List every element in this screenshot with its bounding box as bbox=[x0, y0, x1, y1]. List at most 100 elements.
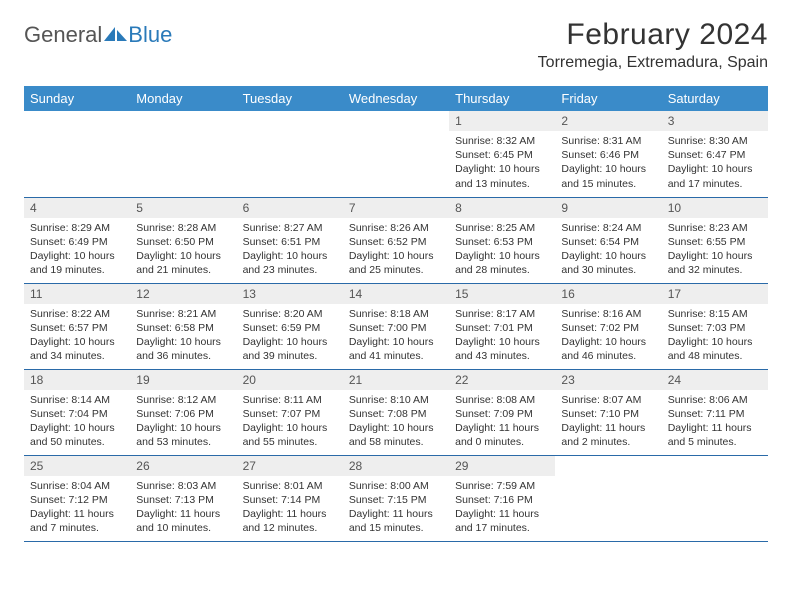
day-details: Sunrise: 8:26 AMSunset: 6:52 PMDaylight:… bbox=[343, 218, 449, 282]
day-number bbox=[343, 111, 449, 131]
day-details: Sunrise: 8:16 AMSunset: 7:02 PMDaylight:… bbox=[555, 304, 661, 368]
calendar-body: 1Sunrise: 8:32 AMSunset: 6:45 PMDaylight… bbox=[24, 111, 768, 541]
day-details: Sunrise: 8:25 AMSunset: 6:53 PMDaylight:… bbox=[449, 218, 555, 282]
day-number: 21 bbox=[343, 370, 449, 390]
day-number: 25 bbox=[24, 456, 130, 476]
day-details: Sunrise: 8:01 AMSunset: 7:14 PMDaylight:… bbox=[237, 476, 343, 540]
day-number: 29 bbox=[449, 456, 555, 476]
day-details: Sunrise: 8:23 AMSunset: 6:55 PMDaylight:… bbox=[662, 218, 768, 282]
logo-text-b: Blue bbox=[128, 22, 172, 48]
day-number: 23 bbox=[555, 370, 661, 390]
day-details: Sunrise: 8:31 AMSunset: 6:46 PMDaylight:… bbox=[555, 131, 661, 195]
title-block: February 2024 Torremegia, Extremadura, S… bbox=[538, 18, 768, 72]
day-number: 28 bbox=[343, 456, 449, 476]
day-number: 17 bbox=[662, 284, 768, 304]
calendar-cell: 12Sunrise: 8:21 AMSunset: 6:58 PMDayligh… bbox=[130, 283, 236, 369]
calendar-cell: 26Sunrise: 8:03 AMSunset: 7:13 PMDayligh… bbox=[130, 455, 236, 541]
day-number: 6 bbox=[237, 198, 343, 218]
calendar-cell: 21Sunrise: 8:10 AMSunset: 7:08 PMDayligh… bbox=[343, 369, 449, 455]
weekday-header: Friday bbox=[555, 86, 661, 111]
calendar-cell: 29Sunrise: 7:59 AMSunset: 7:16 PMDayligh… bbox=[449, 455, 555, 541]
day-number: 3 bbox=[662, 111, 768, 131]
day-details: Sunrise: 8:21 AMSunset: 6:58 PMDaylight:… bbox=[130, 304, 236, 368]
day-number: 19 bbox=[130, 370, 236, 390]
calendar-cell: 9Sunrise: 8:24 AMSunset: 6:54 PMDaylight… bbox=[555, 197, 661, 283]
calendar-cell: 7Sunrise: 8:26 AMSunset: 6:52 PMDaylight… bbox=[343, 197, 449, 283]
location-subtitle: Torremegia, Extremadura, Spain bbox=[538, 54, 768, 72]
day-details: Sunrise: 8:10 AMSunset: 7:08 PMDaylight:… bbox=[343, 390, 449, 454]
calendar-cell bbox=[343, 111, 449, 197]
day-details: Sunrise: 8:27 AMSunset: 6:51 PMDaylight:… bbox=[237, 218, 343, 282]
weekday-header: Wednesday bbox=[343, 86, 449, 111]
day-number bbox=[555, 456, 661, 476]
page-header: General Blue February 2024 Torremegia, E… bbox=[24, 18, 768, 72]
calendar-cell: 22Sunrise: 8:08 AMSunset: 7:09 PMDayligh… bbox=[449, 369, 555, 455]
day-number: 13 bbox=[237, 284, 343, 304]
day-details: Sunrise: 8:14 AMSunset: 7:04 PMDaylight:… bbox=[24, 390, 130, 454]
logo-text-a: General bbox=[24, 22, 102, 48]
day-details: Sunrise: 8:03 AMSunset: 7:13 PMDaylight:… bbox=[130, 476, 236, 540]
day-details: Sunrise: 8:29 AMSunset: 6:49 PMDaylight:… bbox=[24, 218, 130, 282]
weekday-header: Thursday bbox=[449, 86, 555, 111]
day-number: 26 bbox=[130, 456, 236, 476]
calendar-cell: 13Sunrise: 8:20 AMSunset: 6:59 PMDayligh… bbox=[237, 283, 343, 369]
logo: General Blue bbox=[24, 18, 172, 48]
day-number: 15 bbox=[449, 284, 555, 304]
day-details: Sunrise: 8:17 AMSunset: 7:01 PMDaylight:… bbox=[449, 304, 555, 368]
day-details: Sunrise: 8:06 AMSunset: 7:11 PMDaylight:… bbox=[662, 390, 768, 454]
day-number: 1 bbox=[449, 111, 555, 131]
calendar-cell: 8Sunrise: 8:25 AMSunset: 6:53 PMDaylight… bbox=[449, 197, 555, 283]
day-number: 24 bbox=[662, 370, 768, 390]
calendar-cell: 20Sunrise: 8:11 AMSunset: 7:07 PMDayligh… bbox=[237, 369, 343, 455]
day-details: Sunrise: 8:07 AMSunset: 7:10 PMDaylight:… bbox=[555, 390, 661, 454]
day-number: 8 bbox=[449, 198, 555, 218]
weekday-header: Monday bbox=[130, 86, 236, 111]
day-details: Sunrise: 8:00 AMSunset: 7:15 PMDaylight:… bbox=[343, 476, 449, 540]
day-details: Sunrise: 8:24 AMSunset: 6:54 PMDaylight:… bbox=[555, 218, 661, 282]
calendar-cell bbox=[555, 455, 661, 541]
day-number: 9 bbox=[555, 198, 661, 218]
calendar-cell: 6Sunrise: 8:27 AMSunset: 6:51 PMDaylight… bbox=[237, 197, 343, 283]
calendar-cell: 19Sunrise: 8:12 AMSunset: 7:06 PMDayligh… bbox=[130, 369, 236, 455]
calendar-cell: 3Sunrise: 8:30 AMSunset: 6:47 PMDaylight… bbox=[662, 111, 768, 197]
day-number: 22 bbox=[449, 370, 555, 390]
day-number: 18 bbox=[24, 370, 130, 390]
day-details: Sunrise: 7:59 AMSunset: 7:16 PMDaylight:… bbox=[449, 476, 555, 540]
day-number bbox=[24, 111, 130, 131]
day-number: 11 bbox=[24, 284, 130, 304]
day-number: 5 bbox=[130, 198, 236, 218]
day-details: Sunrise: 8:22 AMSunset: 6:57 PMDaylight:… bbox=[24, 304, 130, 368]
calendar-cell: 2Sunrise: 8:31 AMSunset: 6:46 PMDaylight… bbox=[555, 111, 661, 197]
weekday-header: Saturday bbox=[662, 86, 768, 111]
calendar-cell: 11Sunrise: 8:22 AMSunset: 6:57 PMDayligh… bbox=[24, 283, 130, 369]
day-details: Sunrise: 8:15 AMSunset: 7:03 PMDaylight:… bbox=[662, 304, 768, 368]
calendar-cell: 28Sunrise: 8:00 AMSunset: 7:15 PMDayligh… bbox=[343, 455, 449, 541]
page-title: February 2024 bbox=[538, 18, 768, 52]
day-number: 27 bbox=[237, 456, 343, 476]
calendar-cell bbox=[24, 111, 130, 197]
day-number bbox=[662, 456, 768, 476]
day-details: Sunrise: 8:04 AMSunset: 7:12 PMDaylight:… bbox=[24, 476, 130, 540]
calendar-cell: 17Sunrise: 8:15 AMSunset: 7:03 PMDayligh… bbox=[662, 283, 768, 369]
day-number: 2 bbox=[555, 111, 661, 131]
calendar-cell: 24Sunrise: 8:06 AMSunset: 7:11 PMDayligh… bbox=[662, 369, 768, 455]
calendar-head: SundayMondayTuesdayWednesdayThursdayFrid… bbox=[24, 86, 768, 111]
calendar-cell: 23Sunrise: 8:07 AMSunset: 7:10 PMDayligh… bbox=[555, 369, 661, 455]
calendar-table: SundayMondayTuesdayWednesdayThursdayFrid… bbox=[24, 86, 768, 542]
day-details: Sunrise: 8:12 AMSunset: 7:06 PMDaylight:… bbox=[130, 390, 236, 454]
calendar-cell: 15Sunrise: 8:17 AMSunset: 7:01 PMDayligh… bbox=[449, 283, 555, 369]
day-number: 12 bbox=[130, 284, 236, 304]
day-details: Sunrise: 8:28 AMSunset: 6:50 PMDaylight:… bbox=[130, 218, 236, 282]
calendar-cell: 16Sunrise: 8:16 AMSunset: 7:02 PMDayligh… bbox=[555, 283, 661, 369]
calendar-cell: 10Sunrise: 8:23 AMSunset: 6:55 PMDayligh… bbox=[662, 197, 768, 283]
day-details: Sunrise: 8:11 AMSunset: 7:07 PMDaylight:… bbox=[237, 390, 343, 454]
calendar-cell: 5Sunrise: 8:28 AMSunset: 6:50 PMDaylight… bbox=[130, 197, 236, 283]
calendar-cell bbox=[130, 111, 236, 197]
day-number bbox=[130, 111, 236, 131]
day-number: 14 bbox=[343, 284, 449, 304]
day-details: Sunrise: 8:32 AMSunset: 6:45 PMDaylight:… bbox=[449, 131, 555, 195]
day-number: 7 bbox=[343, 198, 449, 218]
day-number bbox=[237, 111, 343, 131]
day-number: 10 bbox=[662, 198, 768, 218]
day-details: Sunrise: 8:20 AMSunset: 6:59 PMDaylight:… bbox=[237, 304, 343, 368]
